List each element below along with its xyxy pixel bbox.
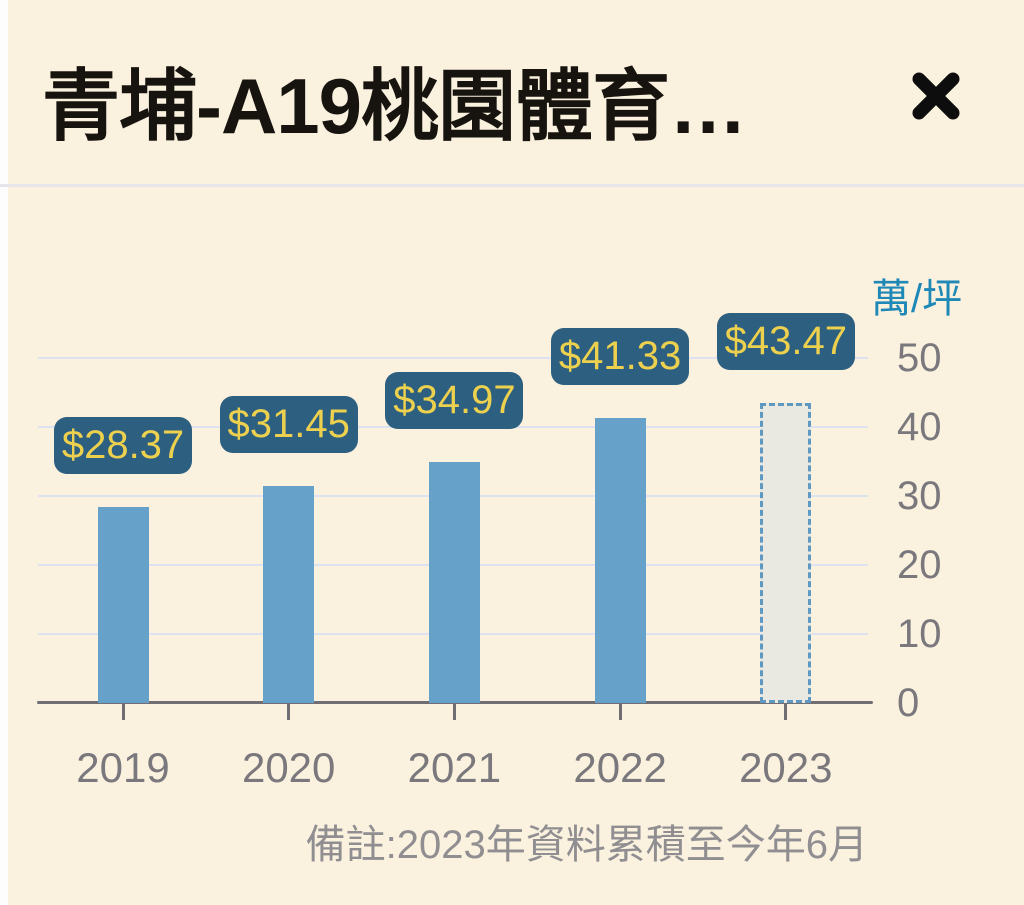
axis-tick-mark-2022 <box>618 703 622 720</box>
bar-value-label-2021: $34.97 <box>385 371 524 429</box>
x-tick-label-2022: 2022 <box>573 744 667 791</box>
bar-value-label-2019: $28.37 <box>54 417 192 475</box>
bar-value-label-2020: $31.45 <box>219 395 358 453</box>
y-tick-label-40: 40 <box>897 405 942 449</box>
x-tick-label-2019: 2019 <box>76 744 170 791</box>
close-icon <box>912 72 960 120</box>
bar-2019[interactable] <box>97 507 149 703</box>
y-tick-label-20: 20 <box>897 543 942 587</box>
y-tick-label-10: 10 <box>897 612 942 656</box>
axis-tick-mark-2023 <box>784 703 788 720</box>
y-tick-label-50: 50 <box>897 336 942 380</box>
axis-tick-mark-2020 <box>287 703 291 720</box>
bar-2021[interactable] <box>428 461 480 703</box>
bar-value-label-2022: $41.33 <box>551 327 690 385</box>
x-tick-label-2023: 2023 <box>739 744 833 791</box>
bar-2022[interactable] <box>594 417 646 703</box>
axis-tick-mark-2021 <box>452 703 456 720</box>
gridline <box>38 357 868 359</box>
header-divider <box>0 184 1024 187</box>
close-button[interactable] <box>902 62 970 130</box>
left-edge-strip <box>0 0 8 905</box>
bar-2023-estimated[interactable] <box>760 403 812 703</box>
bar-value-label-2023: $43.47 <box>716 313 855 371</box>
axis-tick-mark-2019 <box>121 703 125 720</box>
bar-2020[interactable] <box>263 485 315 703</box>
y-axis-unit-label: 萬/坪 <box>871 277 963 321</box>
chart-note: 備註:2023年資料累積至今年6月 <box>305 823 868 867</box>
y-tick-label-0: 0 <box>897 681 920 725</box>
x-tick-label-2021: 2021 <box>407 744 502 791</box>
page-title: 青埔-A19桃園體育… <box>42 62 747 150</box>
y-tick-label-30: 30 <box>897 474 942 518</box>
x-tick-label-2020: 2020 <box>241 744 336 791</box>
